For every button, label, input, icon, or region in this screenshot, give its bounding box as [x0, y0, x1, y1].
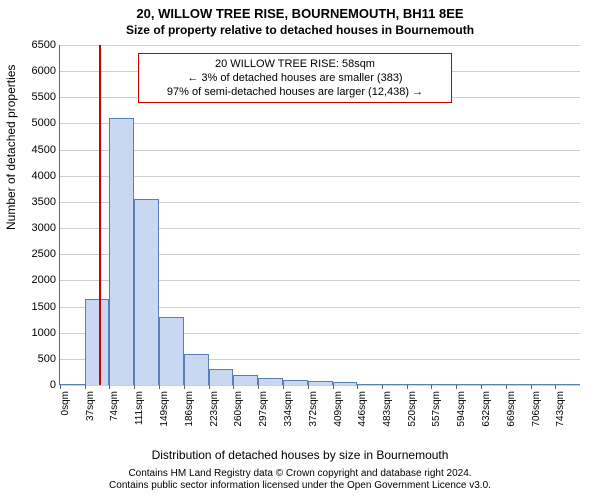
histogram-bar	[308, 381, 333, 385]
x-tick-label: 149sqm	[159, 391, 170, 441]
x-tick-label: 186sqm	[184, 391, 195, 441]
histogram-bar	[109, 118, 134, 385]
histogram-bar	[456, 384, 481, 385]
x-tick-mark	[60, 385, 61, 389]
y-tick-label: 500	[16, 353, 56, 365]
histogram-bar	[382, 384, 407, 385]
histogram-bar	[407, 384, 432, 385]
x-tick-mark	[283, 385, 284, 389]
x-tick-label: 223sqm	[209, 391, 220, 441]
x-tick-label: 74sqm	[109, 391, 120, 441]
x-tick-label: 520sqm	[407, 391, 418, 441]
y-tick-label: 5000	[16, 117, 56, 129]
x-tick-label: 372sqm	[308, 391, 319, 441]
x-tick-mark	[407, 385, 408, 389]
chart-title-line2: Size of property relative to detached ho…	[0, 23, 600, 37]
y-tick-label: 1500	[16, 301, 56, 313]
y-axis-line	[59, 45, 60, 385]
chart-container: 20, WILLOW TREE RISE, BOURNEMOUTH, BH11 …	[0, 0, 600, 500]
histogram-bar	[134, 199, 159, 385]
y-tick-label: 4000	[16, 170, 56, 182]
x-tick-label: 594sqm	[456, 391, 467, 441]
y-tick-label: 2500	[16, 248, 56, 260]
y-tick-label: 3500	[16, 196, 56, 208]
x-tick-mark	[258, 385, 259, 389]
x-tick-mark	[481, 385, 482, 389]
y-tick-label: 5500	[16, 91, 56, 103]
x-tick-mark	[382, 385, 383, 389]
x-tick-label: 297sqm	[258, 391, 269, 441]
x-tick-label: 483sqm	[382, 391, 393, 441]
x-tick-label: 37sqm	[85, 391, 96, 441]
x-axis-label: Distribution of detached houses by size …	[0, 448, 600, 462]
histogram-bar	[333, 382, 358, 385]
y-tick-label: 3000	[16, 222, 56, 234]
annotation-line1: 20 WILLOW TREE RISE: 58sqm	[145, 57, 445, 71]
histogram-bar	[506, 384, 531, 385]
x-tick-mark	[555, 385, 556, 389]
histogram-bar	[159, 317, 184, 385]
gridline	[60, 176, 580, 177]
x-tick-mark	[431, 385, 432, 389]
histogram-bar	[60, 384, 85, 385]
y-tick-label: 4500	[16, 144, 56, 156]
x-tick-mark	[159, 385, 160, 389]
x-tick-mark	[233, 385, 234, 389]
histogram-bar	[531, 384, 556, 385]
histogram-bar	[233, 375, 258, 385]
x-tick-mark	[134, 385, 135, 389]
histogram-bar	[209, 369, 234, 385]
x-tick-mark	[85, 385, 86, 389]
x-tick-mark	[209, 385, 210, 389]
y-tick-label: 6500	[16, 39, 56, 51]
footer-attribution: Contains HM Land Registry data © Crown c…	[0, 468, 600, 492]
x-tick-label: 706sqm	[531, 391, 542, 441]
x-tick-label: 111sqm	[134, 391, 145, 441]
x-tick-mark	[456, 385, 457, 389]
x-tick-label: 743sqm	[555, 391, 566, 441]
histogram-bar	[555, 384, 580, 385]
y-tick-label: 1000	[16, 327, 56, 339]
gridline	[60, 385, 580, 386]
x-tick-label: 632sqm	[481, 391, 492, 441]
x-tick-mark	[184, 385, 185, 389]
y-tick-label: 6000	[16, 65, 56, 77]
histogram-bar	[184, 354, 209, 385]
gridline	[60, 45, 580, 46]
plot-area: 0500100015002000250030003500400045005000…	[60, 45, 580, 385]
histogram-bar	[283, 380, 308, 385]
x-tick-mark	[506, 385, 507, 389]
histogram-bar	[85, 299, 110, 385]
histogram-bar	[481, 384, 506, 385]
gridline	[60, 150, 580, 151]
x-tick-mark	[109, 385, 110, 389]
y-tick-label: 0	[16, 379, 56, 391]
annotation-line3: 97% of semi-detached houses are larger (…	[145, 85, 445, 99]
x-tick-label: 334sqm	[283, 391, 294, 441]
x-tick-mark	[357, 385, 358, 389]
histogram-bar	[357, 384, 382, 385]
x-tick-label: 0sqm	[60, 391, 71, 441]
y-tick-label: 2000	[16, 274, 56, 286]
x-tick-label: 409sqm	[333, 391, 344, 441]
annotation-box: 20 WILLOW TREE RISE: 58sqm← 3% of detach…	[138, 53, 452, 103]
gridline	[60, 123, 580, 124]
x-tick-label: 260sqm	[233, 391, 244, 441]
x-tick-label: 446sqm	[357, 391, 368, 441]
footer-line2: Contains public sector information licen…	[109, 480, 491, 491]
annotation-line2: ← 3% of detached houses are smaller (383…	[145, 71, 445, 85]
chart-title-line1: 20, WILLOW TREE RISE, BOURNEMOUTH, BH11 …	[0, 6, 600, 21]
x-tick-label: 669sqm	[506, 391, 517, 441]
reference-line	[99, 45, 101, 385]
x-tick-mark	[333, 385, 334, 389]
histogram-bar	[431, 384, 456, 385]
footer-line1: Contains HM Land Registry data © Crown c…	[128, 468, 471, 479]
x-tick-label: 557sqm	[431, 391, 442, 441]
histogram-bar	[258, 378, 283, 385]
x-tick-mark	[531, 385, 532, 389]
x-tick-mark	[308, 385, 309, 389]
